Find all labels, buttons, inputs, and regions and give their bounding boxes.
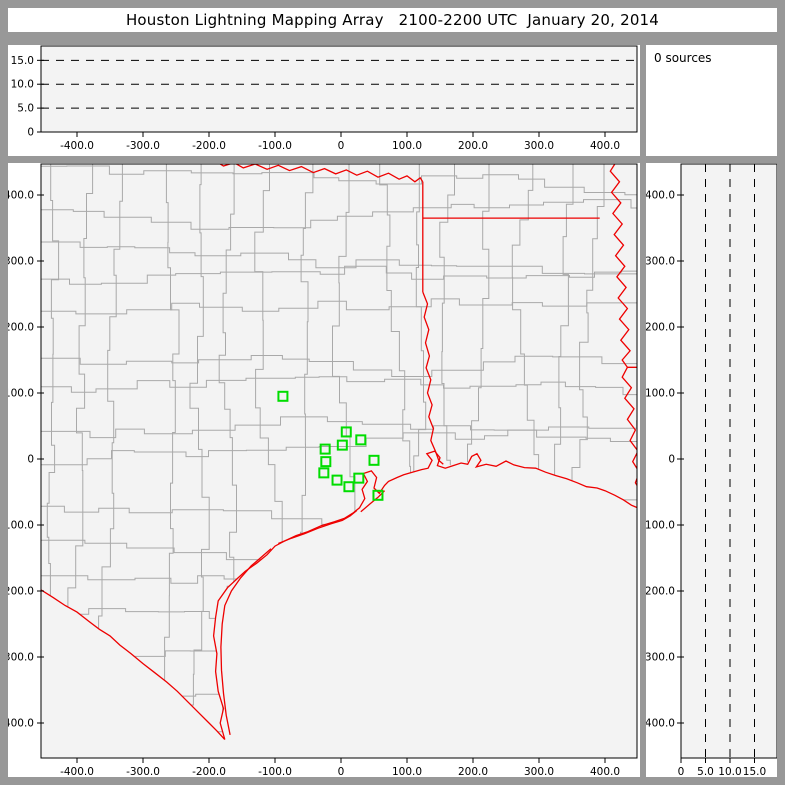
northsouth-tick-label: -400.0	[646, 718, 675, 730]
source-count-label: 0 sources	[654, 51, 712, 65]
eastwest-tick-label: 300.0	[524, 140, 554, 152]
barrier-padre-border	[220, 548, 272, 736]
station-markers-layer	[277, 390, 384, 501]
barrier-matagorda-border	[278, 509, 358, 545]
lma-station-marker	[331, 474, 343, 486]
northsouth-tick-label: 300.0	[8, 256, 34, 268]
eastwest-tick-label: 0	[338, 140, 345, 152]
eastwest-tick-label: -300.0	[126, 140, 160, 152]
northsouth-tick-label: 100.0	[646, 388, 675, 400]
sources-panel: 0 sources	[646, 45, 777, 156]
altitude-tick-label: 5.0	[697, 766, 714, 777]
lma-station-marker	[355, 434, 367, 446]
altitude-tick-label: 15.0	[11, 55, 34, 67]
lma-station-marker	[368, 454, 380, 466]
eastwest-tick-label: 100.0	[392, 766, 422, 777]
eastwest-tick-label: -400.0	[60, 766, 94, 777]
altitude-tick-label: 10.0	[718, 766, 741, 777]
eastwest-tick-label: 400.0	[590, 766, 620, 777]
eastwest-tick-label: -100.0	[258, 766, 292, 777]
map-plot-frame	[40, 163, 638, 759]
northsouth-tick-label: -100.0	[646, 520, 675, 532]
title-text: Houston Lightning Mapping Array 2100-220…	[125, 11, 660, 29]
rio-grande-border	[41, 589, 226, 740]
tx-la-border	[422, 291, 444, 465]
northsouth-tick-label: 300.0	[646, 256, 675, 268]
northsouth-tick-label: -200.0	[646, 586, 675, 598]
red-river-border	[219, 164, 424, 183]
northsouth-tick-label: 0	[27, 454, 34, 466]
map-panel[interactable]: 400.0 300.0 200.0 100.0 0 -100.0 -200.0 -300.0 -…	[8, 163, 640, 777]
lma-station-marker	[353, 472, 365, 484]
eastwest-tick-label: 400.0	[590, 140, 620, 152]
altitude-vs-eastwest-plot[interactable]: 0 5.0 10.0 15.0 -400.0 -300.0 -200.0 -100.0 0 100…	[8, 45, 640, 156]
altitude-tick-label: 0	[678, 766, 685, 777]
northsouth-tick-label: 0	[668, 454, 675, 466]
lma-station-marker	[319, 443, 331, 455]
lma-station-marker	[277, 390, 289, 402]
lma-station-marker	[372, 489, 384, 501]
eastwest-tick-label: 0	[338, 766, 345, 777]
right-plot-area[interactable]	[680, 163, 777, 759]
altitude-ns-panel[interactable]: 400.0 300.0 200.0 100.0 0 -100.0 -200.0 -300.0 -…	[646, 163, 777, 777]
eastwest-tick-label: 200.0	[458, 766, 488, 777]
altitude-tick-label: 10.0	[11, 79, 34, 91]
eastwest-tick-label: -200.0	[192, 766, 226, 777]
northsouth-tick-label: 400.0	[8, 190, 34, 202]
altitude-time-panel[interactable]: 0 5.0 10.0 15.0 -400.0 -300.0 -200.0 -100.0 0 100…	[8, 45, 640, 156]
lma-station-marker	[318, 467, 330, 479]
northsouth-tick-label: -300.0	[646, 652, 675, 664]
altitude-vs-northsouth-plot[interactable]: 400.0 300.0 200.0 100.0 0 -100.0 -200.0 -300.0 -…	[646, 163, 777, 777]
northsouth-tick-label: -100.0	[8, 520, 34, 532]
lma-station-marker	[340, 426, 352, 438]
window-title: Houston Lightning Mapping Array 2100-220…	[8, 8, 777, 32]
northsouth-tick-label: 100.0	[8, 388, 34, 400]
northsouth-tick-label: -300.0	[8, 652, 34, 664]
eastwest-tick-label: -300.0	[126, 766, 160, 777]
eastwest-tick-label: 300.0	[524, 766, 554, 777]
altitude-tick-label: 0	[27, 127, 34, 139]
altitude-tick-label: 5.0	[17, 103, 34, 115]
northsouth-tick-label: 400.0	[646, 190, 675, 202]
top-plot-area[interactable]	[40, 45, 638, 133]
northsouth-tick-label: -400.0	[8, 718, 34, 730]
plan-view-map-plot[interactable]: 400.0 300.0 200.0 100.0 0 -100.0 -200.0 -300.0 -…	[8, 163, 640, 777]
eastwest-tick-label: -200.0	[192, 140, 226, 152]
lma-station-marker	[336, 439, 348, 451]
state-borders-layer	[41, 164, 637, 740]
northsouth-tick-label: 200.0	[8, 322, 34, 334]
map-plot-background[interactable]	[41, 164, 637, 758]
mississippi-border	[609, 164, 637, 487]
altitude-tick-label: 15.0	[743, 766, 766, 777]
eastwest-tick-label: -100.0	[258, 140, 292, 152]
lma-station-marker	[343, 481, 355, 493]
northsouth-tick-label: 200.0	[646, 322, 675, 334]
eastwest-tick-label: 200.0	[458, 140, 488, 152]
eastwest-tick-label: -400.0	[60, 140, 94, 152]
lma-station-marker	[320, 456, 332, 468]
northsouth-tick-label: -200.0	[8, 586, 34, 598]
eastwest-tick-label: 100.0	[392, 140, 422, 152]
